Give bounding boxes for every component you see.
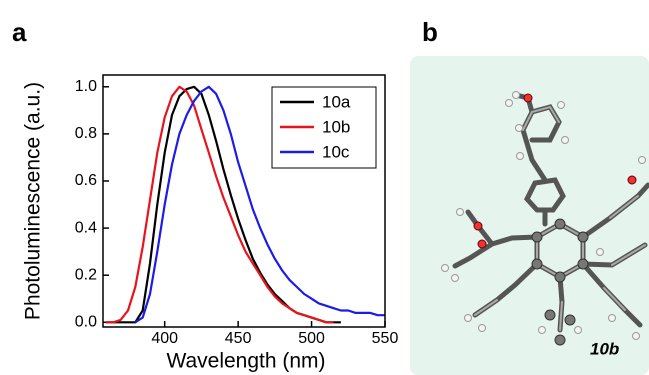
y-axis-label: Photoluminescence (a.u.)	[22, 82, 45, 320]
x-axis-label: Wavelength (nm)	[166, 350, 325, 373]
figure: a b 10b Wavelength (nm) Photoluminescenc…	[0, 0, 649, 375]
y-tick-label: 0.4	[75, 219, 97, 236]
x-tick-label: 400	[151, 330, 178, 347]
y-tick-label: 0.0	[75, 314, 97, 331]
legend-label: 10b	[322, 117, 350, 136]
y-tick-label: 0.2	[75, 266, 97, 283]
legend-label: 10a	[322, 92, 351, 111]
x-tick-label: 500	[298, 330, 325, 347]
y-tick-label: 0.8	[75, 125, 97, 142]
x-tick-label: 550	[372, 330, 399, 347]
plot: 400 450 500 550 0.0 0.2 0.4 0.6 0.8 1.0 10a 10b 10c	[75, 78, 399, 347]
panel-label: b	[422, 17, 438, 47]
y-tick-label: 0.6	[75, 172, 97, 189]
molecule-label: 10b	[590, 339, 619, 358]
y-tick-label: 1.0	[75, 78, 97, 95]
molecule-panel: 10b	[410, 56, 649, 375]
panel-label: a	[12, 17, 27, 47]
legend-label: 10c	[322, 142, 350, 161]
x-tick-label: 450	[225, 330, 252, 347]
